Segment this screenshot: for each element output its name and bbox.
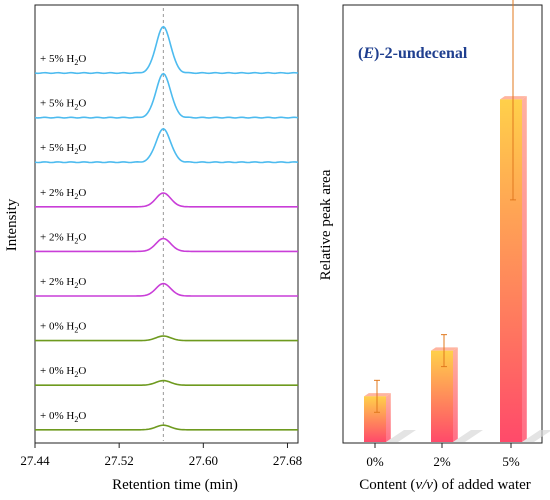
trace-label: + 5% H2O [40,53,86,67]
trace-label: + 5% H2O [40,142,86,156]
bar-chart-panel: (E)-2-undecenal Relative peak area 0% 2% 5… [318,0,550,493]
y-axis-label: Intensity [4,198,20,251]
bar-x-axis-label: Content (v/v) of added water [359,477,531,493]
chromatogram-trace [34,127,299,164]
x-tick-label: 27.44 [20,453,50,468]
bar-shadow [453,430,483,442]
bar-5% [500,99,522,443]
x-axis-label: Retention time (min) [112,477,238,493]
trace-label: + 2% H2O [40,187,86,201]
chromatogram-trace [35,424,298,431]
bar-0% [364,396,386,442]
trace-label: + 0% H2O [40,410,86,424]
trace-label: + 5% H2O [40,98,86,112]
bar-side [453,347,458,442]
bar-category-label: 0% [366,454,384,469]
bar-y-axis-label: Relative peak area [318,169,334,280]
trace-label-group: + 5% H2O + 5% H2O + 5% H2O + 2% H2O + 2% H2O… [40,53,86,424]
bar-chart-title: (E)-2-undecenal [358,45,468,62]
trace-label: + 2% H2O [40,231,86,245]
x-tick-label: 27.60 [189,453,218,468]
chromatogram-trace [34,25,299,75]
bar-shadow [386,430,416,442]
chromatogram-trace [35,192,298,208]
x-tick-group: 27.44 27.52 27.60 27.68 [20,443,302,468]
x-tick-label: 27.52 [105,453,134,468]
trace-label: + 0% H2O [40,365,86,379]
chromatogram-panel: + 5% H2O + 5% H2O + 5% H2O + 2% H2O + 2% H2O… [4,4,302,493]
chromatogram-trace [35,282,298,297]
bar-tick-group: 0% 2% 5% [366,443,520,469]
x-tick-label: 27.68 [273,453,302,468]
bar-side [386,393,391,442]
trace-label: + 0% H2O [40,321,86,335]
bar-group [364,0,550,443]
chromatogram-frame [34,4,299,444]
chromatogram-trace [35,335,298,342]
bar-shadow [522,430,550,442]
chromatogram-trace [34,72,299,119]
bar-category-label: 5% [502,454,520,469]
trace-group [34,25,299,431]
bar-2% [431,350,453,442]
bar-side [522,96,527,442]
chromatogram-trace [35,237,298,253]
trace-label: + 2% H2O [40,276,86,290]
bar-category-label: 2% [433,454,451,469]
chromatogram-trace [35,379,298,386]
